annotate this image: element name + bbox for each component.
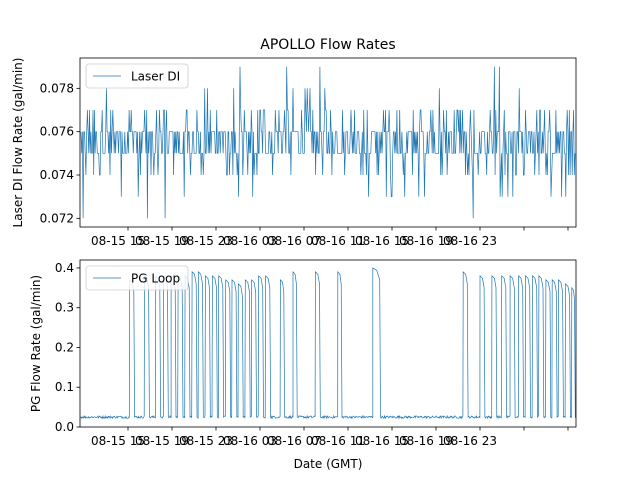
x-tick-label: 08-16 11 xyxy=(311,234,365,248)
chart-title: APOLLO Flow Rates xyxy=(260,37,395,53)
legend: PG Loop xyxy=(85,265,189,291)
y-tick-label: 0.3 xyxy=(55,301,74,315)
data-line-laser-di xyxy=(80,66,576,219)
x-tick-label: 08-16 19 xyxy=(399,434,453,448)
x-tick-label: 08-16 11 xyxy=(311,434,365,448)
data-line-pg-loop xyxy=(80,267,576,420)
legend-label: Laser DI xyxy=(131,70,180,84)
y-tick-label: 0.074 xyxy=(40,168,74,182)
x-tick-label: 08-16 23 xyxy=(443,234,497,248)
x-tick-label: 08-15 15 xyxy=(91,434,145,448)
legend-box xyxy=(85,63,189,89)
y-tick-label: 0.078 xyxy=(40,81,74,95)
y-axis-label: Laser DI Flow Rate (gal/min) xyxy=(11,58,25,228)
plot-frame xyxy=(79,259,577,428)
y-tick-label: 0.2 xyxy=(55,340,74,354)
x-tick-label: 08-16 19 xyxy=(399,234,453,248)
x-tick-label: 08-16 03 xyxy=(223,434,277,448)
x-tick-label: 08-15 23 xyxy=(179,234,233,248)
x-tick-label: 08-15 15 xyxy=(91,234,145,248)
y-tick-label: 0.4 xyxy=(55,261,74,275)
x-tick-label: 08-15 19 xyxy=(135,434,189,448)
x-tick-label: 08-15 19 xyxy=(135,234,189,248)
x-tick-label: 08-16 15 xyxy=(355,234,409,248)
legend: Laser DI xyxy=(85,63,189,89)
x-tick-label: 08-16 07 xyxy=(267,434,321,448)
y-tick-label: 0.076 xyxy=(40,125,74,139)
y-tick-label: 0.0 xyxy=(55,420,74,434)
legend-box xyxy=(85,265,189,291)
x-axis-label: Date (GMT) xyxy=(294,457,363,471)
x-tick-label: 08-16 03 xyxy=(223,234,277,248)
y-tick-label: 0.1 xyxy=(55,380,74,394)
y-axis-label: PG Flow Rate (gal/min) xyxy=(29,275,43,412)
x-tick-label: 08-16 07 xyxy=(267,234,321,248)
y-tick-label: 0.072 xyxy=(40,211,74,225)
x-tick-label: 08-15 23 xyxy=(179,434,233,448)
plot-frame xyxy=(79,57,577,228)
x-tick-label: 08-16 23 xyxy=(443,434,497,448)
legend-label: PG Loop xyxy=(131,272,180,286)
x-tick-label: 08-16 15 xyxy=(355,434,409,448)
